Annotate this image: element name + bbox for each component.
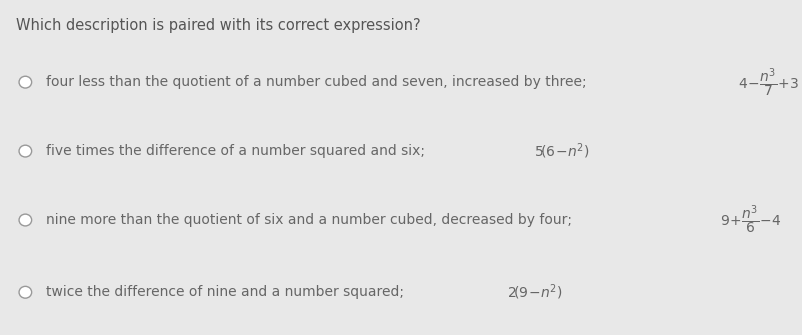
Ellipse shape	[19, 214, 31, 226]
Ellipse shape	[19, 145, 31, 157]
Text: $4\!-\!\dfrac{n^3}{7}\!+\!3$: $4\!-\!\dfrac{n^3}{7}\!+\!3$	[737, 66, 799, 98]
Text: $5\!\left(6\!-\!n^2\right)$: $5\!\left(6\!-\!n^2\right)$	[533, 141, 589, 161]
Text: $9\!+\!\dfrac{n^3}{6}\!-\!4$: $9\!+\!\dfrac{n^3}{6}\!-\!4$	[719, 204, 780, 237]
Text: four less than the quotient of a number cubed and seven, increased by three;: four less than the quotient of a number …	[46, 75, 593, 89]
Ellipse shape	[19, 76, 31, 88]
Text: nine more than the quotient of six and a number cubed, decreased by four;: nine more than the quotient of six and a…	[46, 213, 578, 227]
Ellipse shape	[19, 286, 31, 298]
Text: Which description is paired with its correct expression?: Which description is paired with its cor…	[16, 18, 420, 33]
Text: five times the difference of a number squared and six;: five times the difference of a number sq…	[46, 144, 431, 158]
Text: $2\!\left(9\!-\!n^2\right)$: $2\!\left(9\!-\!n^2\right)$	[507, 282, 562, 302]
Text: twice the difference of nine and a number squared;: twice the difference of nine and a numbe…	[46, 285, 411, 299]
